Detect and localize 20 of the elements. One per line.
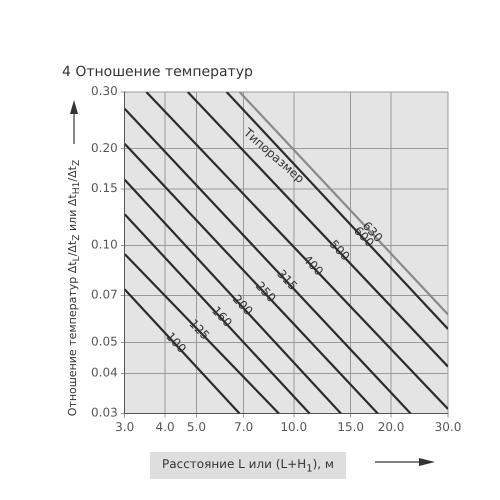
x-tick-label: 3.0 <box>115 420 134 434</box>
x-tick-label: 5.0 <box>186 420 206 434</box>
x-tick-label: 10.0 <box>280 420 308 434</box>
y-tick-label: 0.10 <box>91 238 118 252</box>
y-tick-label: 0.07 <box>91 287 118 302</box>
text: 400 <box>300 252 326 278</box>
y-tick-label: 0.30 <box>91 84 118 98</box>
x-tick-label: 30.0 <box>434 420 462 434</box>
y-tick-label: 0.04 <box>91 366 118 380</box>
chart-title: 4 Отношение температур <box>62 64 253 80</box>
x-tick-label: 15.0 <box>337 420 364 434</box>
y-tick-label: 0.05 <box>91 334 118 348</box>
y-tick-label: 0.20 <box>91 140 118 155</box>
x-tick-label: 20.0 <box>378 420 404 434</box>
y-tick-label: 0.03 <box>91 406 118 420</box>
text: 100 <box>163 329 189 356</box>
x-axis-title: Расстояние L или (L+H$_{1}$), м <box>150 452 346 480</box>
y-tick-label: 0.15 <box>91 180 118 195</box>
x-tick-label: 4.0 <box>156 420 175 434</box>
x-tick-label: 7.0 <box>234 420 254 434</box>
